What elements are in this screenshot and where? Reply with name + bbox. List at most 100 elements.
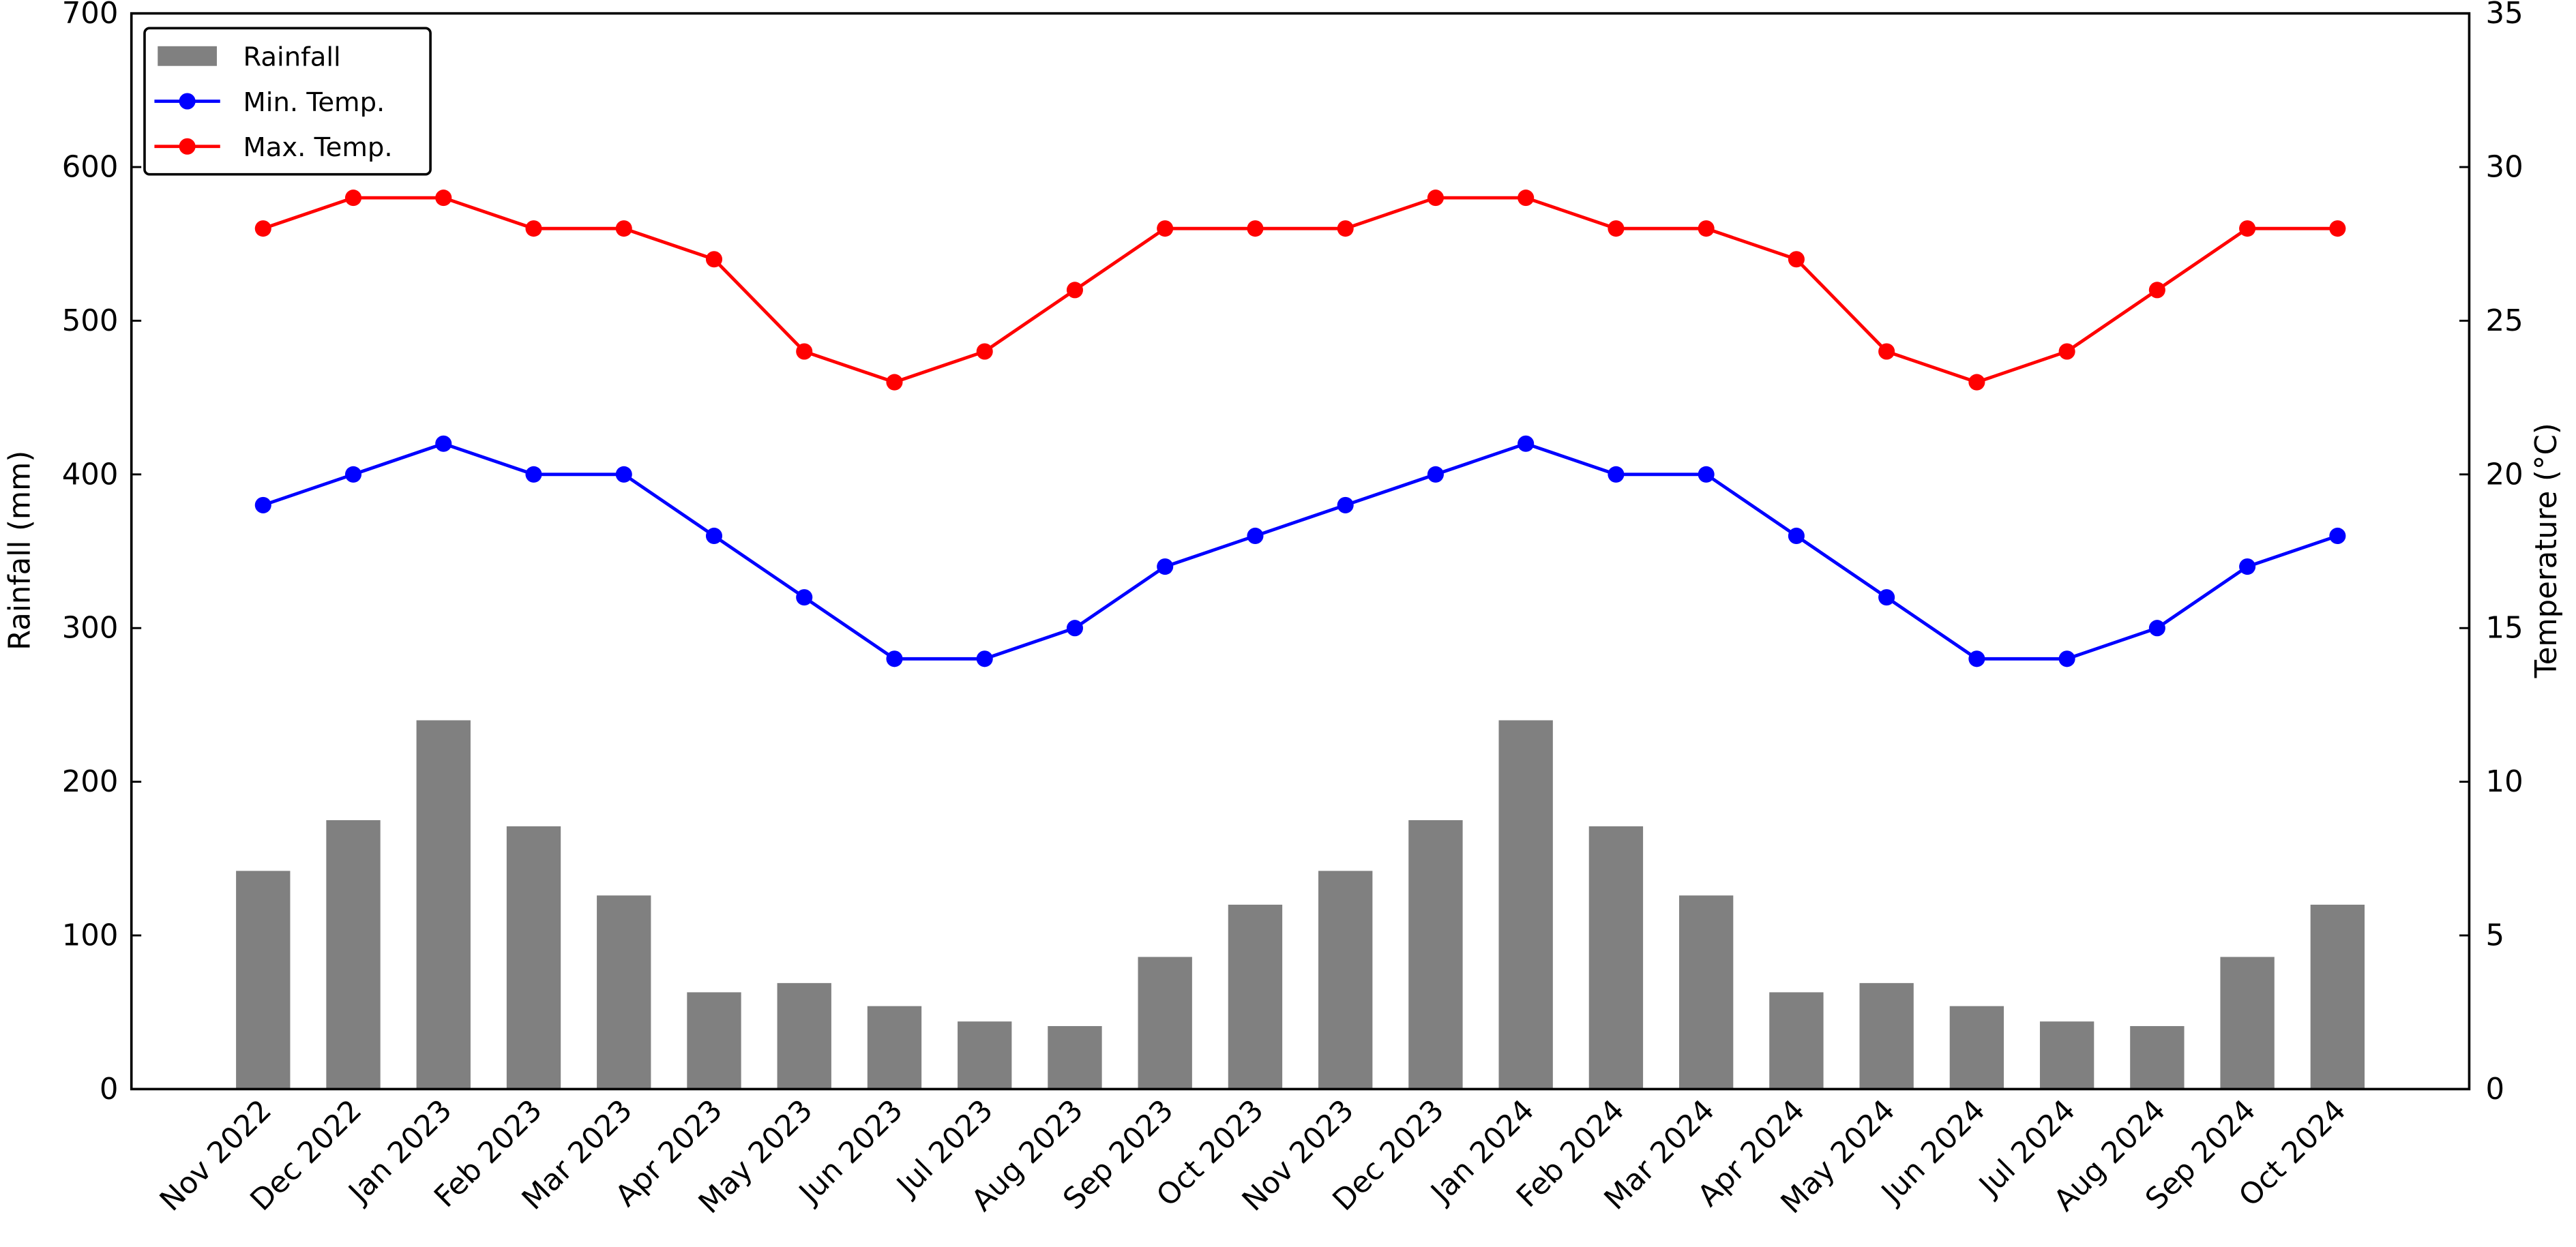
point [1066,282,1084,299]
point [1337,496,1354,513]
point [1427,466,1444,483]
point [2329,527,2346,545]
bar [1408,820,1463,1090]
point [705,251,723,268]
point [2058,650,2075,667]
point [1247,220,1264,237]
y-axis-label: Rainfall (mm) [3,451,37,650]
point [1968,650,1985,667]
bar [1228,904,1283,1090]
point [1608,466,1625,483]
bar [1588,826,1644,1090]
bar [1048,1025,1102,1090]
bar [2039,1021,2094,1090]
bar [1678,895,1734,1090]
legend-marker [179,138,196,155]
bar [597,895,651,1090]
point [2148,620,2165,637]
point [525,220,542,237]
y-tick-label: 600 [62,150,119,184]
point [2058,343,2075,360]
point [1968,374,1985,391]
bar [1138,957,1192,1090]
bar [777,982,831,1090]
y-tick-label: 400 [62,457,119,492]
point [1157,220,1174,237]
bar [2220,957,2275,1090]
point [344,190,362,207]
point [1608,220,1625,237]
bar [1949,1006,2004,1090]
point [1788,251,1805,268]
point [1518,435,1535,452]
plot-frame [130,12,2471,1091]
line [263,196,2338,385]
y2-tick-label: 0 [2486,1072,2505,1107]
point [1698,466,1715,483]
y2-tick-label: 10 [2486,765,2523,799]
point [2329,220,2346,237]
point [1337,220,1354,237]
point [886,374,903,391]
bar [1498,720,1553,1090]
point [1878,343,1895,360]
bar [326,820,381,1090]
y-tick-label: 0 [100,1072,119,1107]
y-tick-label: 200 [62,765,119,799]
point [615,220,632,237]
point [1066,620,1084,637]
point [2239,220,2256,237]
legend: Rainfall Min. Temp. Max. Temp. [143,27,432,176]
point [796,589,813,606]
point [1157,558,1174,575]
point [254,220,271,237]
point [1247,527,1264,545]
legend-label: Max. Temp. [243,132,393,163]
bar [2310,904,2365,1090]
bar [1769,992,1824,1090]
y2-tick-label: 35 [2486,0,2523,31]
bar [416,720,471,1090]
bar [2130,1025,2185,1090]
point [1878,589,1895,606]
point [976,650,993,667]
point [435,190,452,207]
legend-label: Rainfall [243,42,341,73]
point [976,343,993,360]
point [615,466,632,483]
bar [236,871,291,1090]
point [2148,282,2165,299]
point [796,343,813,360]
y2-tick-label: 30 [2486,150,2523,184]
point [1427,190,1444,207]
legend-label: Min. Temp. [243,87,385,118]
point [886,650,903,667]
point [1698,220,1715,237]
bar [506,826,561,1090]
y2-tick-label: 5 [2486,918,2505,952]
bar [687,992,741,1090]
point [435,435,452,452]
y2-axis-label: Temperature (°C) [2530,423,2564,678]
point [344,466,362,483]
legend-swatch [158,46,217,66]
point [525,466,542,483]
y2-tick-label: 15 [2486,612,2523,646]
y-tick-label: 700 [62,0,119,31]
legend-marker [179,93,196,110]
bar [1859,982,1914,1090]
point [254,496,271,513]
line [263,442,2339,661]
bar [867,1006,922,1090]
point [2239,558,2256,575]
bar [1318,871,1373,1090]
point [705,527,723,545]
point [1788,527,1805,545]
y-tick-label: 500 [62,304,119,338]
point [1518,190,1535,207]
y-tick-label: 100 [62,918,119,952]
y-tick-label: 300 [62,612,119,646]
bar [958,1021,1012,1090]
